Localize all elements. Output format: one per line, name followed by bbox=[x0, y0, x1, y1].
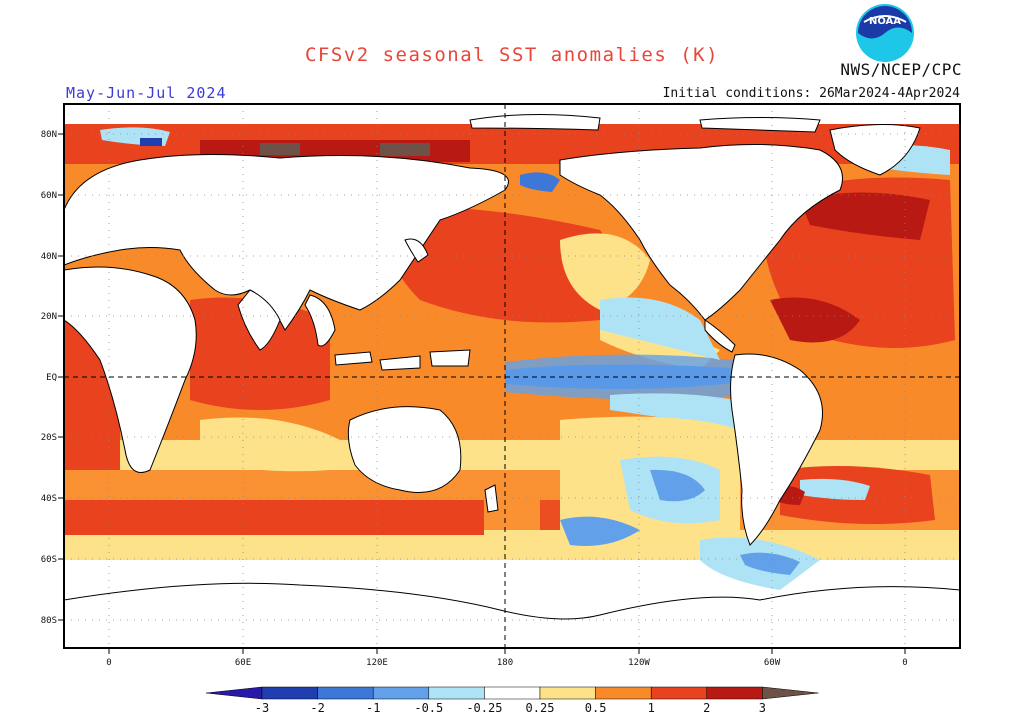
agency-label: NWS/NCEP/CPC bbox=[840, 60, 962, 79]
colorbar-label: -0.5 bbox=[414, 701, 443, 715]
graticule bbox=[64, 104, 960, 648]
colorbar-segment bbox=[595, 686, 652, 700]
lon-label-0-west: 0 bbox=[106, 658, 111, 668]
noaa-logo-text: NOAA bbox=[869, 16, 901, 27]
noaa-logo: NOAA bbox=[856, 4, 914, 62]
colorbar-label: 3 bbox=[759, 701, 766, 715]
lon-label-120e: 120E bbox=[366, 658, 388, 668]
colorbar-label: -1 bbox=[366, 701, 380, 715]
lat-label-60n: 60N bbox=[41, 191, 57, 201]
lat-label-80n: 80N bbox=[41, 130, 57, 140]
colorbar-label: 0.25 bbox=[526, 701, 555, 715]
colorbar-segment bbox=[706, 686, 763, 700]
colorbar-segment bbox=[539, 686, 596, 700]
colorbar-label: 1 bbox=[648, 701, 655, 715]
lat-label-20s: 20S bbox=[41, 433, 57, 443]
map-title: CFSv2 seasonal SST anomalies (K) bbox=[304, 44, 720, 66]
colorbar-label: -2 bbox=[310, 701, 324, 715]
colorbar-segment bbox=[261, 686, 318, 700]
lon-label-0-east: 0 bbox=[902, 658, 907, 668]
colorbar: -3 -2 -1 -0.5 -0.25 0.25 0.5 1 2 3 bbox=[205, 686, 819, 715]
lat-labels: 80N 60N 40N 20N EQ 20S 40S 60S 80S bbox=[41, 130, 57, 626]
lat-label-60s: 60S bbox=[41, 555, 57, 565]
lat-label-eq: EQ bbox=[46, 373, 57, 383]
colorbar-label: -3 bbox=[255, 701, 269, 715]
colorbar-label: 2 bbox=[703, 701, 710, 715]
colorbar-segment bbox=[484, 686, 541, 700]
colorbar-high-arrow bbox=[762, 686, 819, 700]
lat-label-40n: 40N bbox=[41, 252, 57, 262]
lat-ticks bbox=[58, 133, 64, 621]
colorbar-segment bbox=[650, 686, 708, 700]
lon-label-120w: 120W bbox=[628, 658, 650, 668]
initial-conditions: Initial conditions: 26Mar2024-4Apr2024 bbox=[662, 86, 960, 101]
lon-label-180: 180 bbox=[497, 658, 513, 668]
lon-label-60w: 60W bbox=[764, 658, 781, 668]
lat-label-80s: 80S bbox=[41, 616, 57, 626]
colorbar-low-arrow bbox=[205, 686, 263, 700]
forecast-period: May-Jun-Jul 2024 bbox=[66, 84, 227, 102]
lat-label-40s: 40S bbox=[41, 494, 57, 504]
map-frame bbox=[63, 103, 961, 649]
colorbar-segment bbox=[428, 686, 485, 700]
lat-label-20n: 20N bbox=[41, 312, 57, 322]
colorbar-label: 0.5 bbox=[585, 701, 607, 715]
lon-label-60e: 60E bbox=[235, 658, 251, 668]
colorbar-label: -0.25 bbox=[466, 701, 502, 715]
lon-labels: 0 60E 120E 180 120W 60W 0 bbox=[106, 658, 907, 668]
colorbar-segment bbox=[317, 686, 374, 700]
colorbar-segment bbox=[372, 686, 430, 700]
lon-ticks bbox=[108, 648, 906, 654]
